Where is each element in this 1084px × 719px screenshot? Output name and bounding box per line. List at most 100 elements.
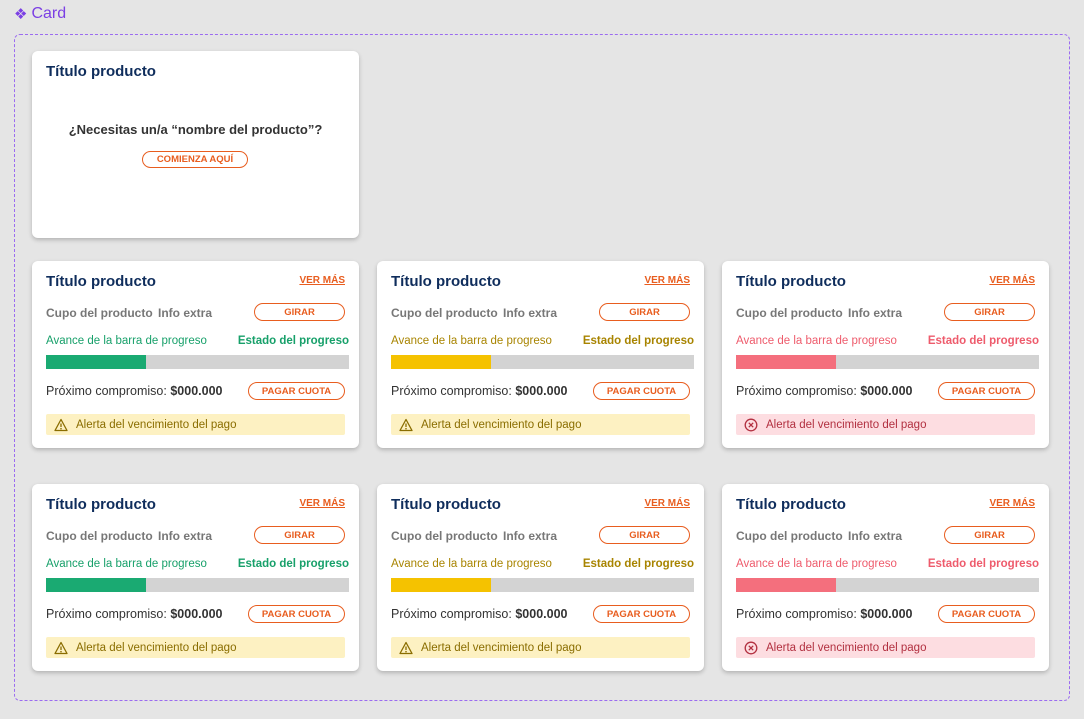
progress-status: Estado del progreso bbox=[582, 335, 694, 347]
next-payment-amount: $000.000 bbox=[170, 607, 223, 621]
progress-label: Avance de la barra de progreso bbox=[736, 558, 897, 570]
warning-triangle-icon bbox=[54, 418, 68, 432]
product-card: Título producto VER MÁS Cupo del producto … bbox=[722, 261, 1049, 448]
product-quota-label: Cupo del producto bbox=[46, 306, 153, 320]
progress-bar bbox=[736, 355, 1039, 369]
progress-bar-fill bbox=[46, 578, 146, 592]
progress-labels: Avance de la barra de progreso Estado del… bbox=[46, 558, 349, 570]
progress-label: Avance de la barra de progreso bbox=[46, 335, 207, 347]
next-payment-amount: $000.000 bbox=[860, 384, 913, 398]
withdraw-button[interactable]: GIRAR bbox=[944, 303, 1035, 321]
product-quota-row: Cupo del producto Info extra bbox=[46, 306, 212, 320]
progress-labels: Avance de la barra de progreso Estado del… bbox=[736, 558, 1039, 570]
next-payment: Próximo compromiso: $000.000 bbox=[736, 607, 913, 621]
start-here-button[interactable]: COMIENZA AQUÍ bbox=[142, 151, 248, 168]
extra-info-label: Info extra bbox=[503, 306, 558, 320]
payment-due-alert: Alerta del vencimiento del pago bbox=[736, 637, 1035, 658]
component-name: Card bbox=[31, 5, 67, 22]
card-title: Título producto bbox=[736, 273, 846, 290]
progress-bar-fill bbox=[736, 578, 836, 592]
see-more-link[interactable]: VER MÁS bbox=[299, 498, 345, 509]
alert-text: Alerta del vencimiento del pago bbox=[421, 641, 582, 654]
alert-text: Alerta del vencimiento del pago bbox=[766, 641, 927, 654]
warning-triangle-icon bbox=[399, 641, 413, 655]
card-title: Título producto bbox=[391, 496, 501, 513]
progress-bar-fill bbox=[46, 355, 146, 369]
progress-status: Estado del progreso bbox=[237, 558, 349, 570]
card-title: Título producto bbox=[46, 63, 156, 80]
see-more-link[interactable]: VER MÁS bbox=[989, 275, 1035, 286]
see-more-link[interactable]: VER MÁS bbox=[644, 498, 690, 509]
progress-status: Estado del progreso bbox=[927, 335, 1039, 347]
progress-status: Estado del progreso bbox=[237, 335, 349, 347]
product-quota-row: Cupo del producto Info extra bbox=[391, 306, 557, 320]
product-card: Título producto VER MÁS Cupo del producto … bbox=[722, 484, 1049, 671]
progress-bar bbox=[736, 578, 1039, 592]
next-payment-amount: $000.000 bbox=[515, 384, 568, 398]
payment-due-alert: Alerta del vencimiento del pago bbox=[736, 414, 1035, 435]
withdraw-button[interactable]: GIRAR bbox=[254, 303, 345, 321]
product-card: Título producto VER MÁS Cupo del producto … bbox=[32, 484, 359, 671]
withdraw-button[interactable]: GIRAR bbox=[254, 526, 345, 544]
progress-label: Avance de la barra de progreso bbox=[391, 335, 552, 347]
extra-info-label: Info extra bbox=[158, 529, 213, 543]
see-more-link[interactable]: VER MÁS bbox=[644, 275, 690, 286]
progress-bar-fill bbox=[391, 355, 491, 369]
withdraw-button[interactable]: GIRAR bbox=[599, 303, 690, 321]
next-payment-label: Próximo compromiso: bbox=[736, 607, 857, 621]
payment-due-alert: Alerta del vencimiento del pago bbox=[391, 637, 690, 658]
progress-bar bbox=[391, 578, 694, 592]
next-payment-amount: $000.000 bbox=[170, 384, 223, 398]
see-more-link[interactable]: VER MÁS bbox=[299, 275, 345, 286]
pay-installment-button[interactable]: PAGAR CUOTA bbox=[938, 605, 1035, 623]
pay-installment-button[interactable]: PAGAR CUOTA bbox=[593, 605, 690, 623]
pay-installment-button[interactable]: PAGAR CUOTA bbox=[593, 382, 690, 400]
product-quota-label: Cupo del producto bbox=[391, 529, 498, 543]
alert-text: Alerta del vencimiento del pago bbox=[76, 418, 237, 431]
product-quota-label: Cupo del producto bbox=[391, 306, 498, 320]
next-payment-amount: $000.000 bbox=[515, 607, 568, 621]
next-payment: Próximo compromiso: $000.000 bbox=[46, 384, 223, 398]
progress-status: Estado del progreso bbox=[582, 558, 694, 570]
component-label: ❖ Card bbox=[14, 5, 66, 23]
error-circle-x-icon bbox=[744, 418, 758, 432]
next-payment-label: Próximo compromiso: bbox=[391, 384, 512, 398]
product-card: Título producto VER MÁS Cupo del producto … bbox=[32, 261, 359, 448]
pay-installment-button[interactable]: PAGAR CUOTA bbox=[248, 382, 345, 400]
card-title: Título producto bbox=[46, 273, 156, 290]
extra-info-label: Info extra bbox=[848, 529, 903, 543]
product-quota-row: Cupo del producto Info extra bbox=[391, 529, 557, 543]
card-title: Título producto bbox=[46, 496, 156, 513]
progress-bar-fill bbox=[391, 578, 491, 592]
extra-info-label: Info extra bbox=[158, 306, 213, 320]
product-quota-label: Cupo del producto bbox=[736, 529, 843, 543]
progress-labels: Avance de la barra de progreso Estado del… bbox=[391, 558, 694, 570]
progress-bar-fill bbox=[736, 355, 836, 369]
progress-bar bbox=[391, 355, 694, 369]
progress-bar bbox=[46, 578, 349, 592]
withdraw-button[interactable]: GIRAR bbox=[599, 526, 690, 544]
next-payment: Próximo compromiso: $000.000 bbox=[46, 607, 223, 621]
progress-labels: Avance de la barra de progreso Estado del… bbox=[736, 335, 1039, 347]
next-payment-label: Próximo compromiso: bbox=[46, 607, 167, 621]
component-frame bbox=[14, 34, 1070, 701]
withdraw-button[interactable]: GIRAR bbox=[944, 526, 1035, 544]
progress-label: Avance de la barra de progreso bbox=[46, 558, 207, 570]
progress-label: Avance de la barra de progreso bbox=[391, 558, 552, 570]
progress-label: Avance de la barra de progreso bbox=[736, 335, 897, 347]
empty-product-card: Título producto ¿Necesitas un/a “nombre … bbox=[32, 51, 359, 238]
see-more-link[interactable]: VER MÁS bbox=[989, 498, 1035, 509]
empty-card-question: ¿Necesitas un/a “nombre del producto”? bbox=[68, 122, 323, 137]
alert-text: Alerta del vencimiento del pago bbox=[766, 418, 927, 431]
next-payment-amount: $000.000 bbox=[860, 607, 913, 621]
product-card: Título producto VER MÁS Cupo del producto … bbox=[377, 484, 704, 671]
product-quota-label: Cupo del producto bbox=[736, 306, 843, 320]
pay-installment-button[interactable]: PAGAR CUOTA bbox=[248, 605, 345, 623]
pay-installment-button[interactable]: PAGAR CUOTA bbox=[938, 382, 1035, 400]
alert-text: Alerta del vencimiento del pago bbox=[421, 418, 582, 431]
component-diamond-icon: ❖ bbox=[14, 5, 28, 23]
product-quota-row: Cupo del producto Info extra bbox=[736, 306, 902, 320]
product-quota-row: Cupo del producto Info extra bbox=[736, 529, 902, 543]
card-title: Título producto bbox=[391, 273, 501, 290]
payment-due-alert: Alerta del vencimiento del pago bbox=[391, 414, 690, 435]
